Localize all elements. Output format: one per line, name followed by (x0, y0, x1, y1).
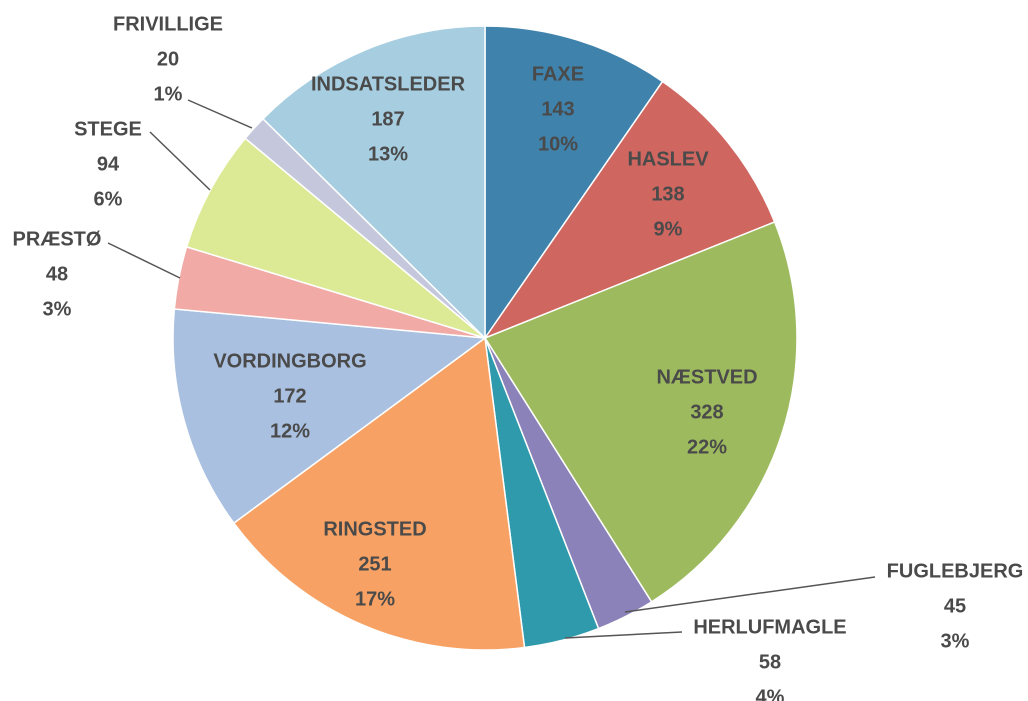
slice-value: 20 (157, 48, 179, 70)
slice-percent: 22% (687, 436, 727, 458)
slice-label: HERLUFMAGLE (693, 616, 846, 638)
slice-label: STEGE (74, 118, 142, 140)
slice-percent: 3% (43, 298, 72, 320)
leader-line (107, 242, 181, 279)
pie-slice (232, 336, 526, 651)
slice-percent: 6% (94, 188, 123, 210)
slice-value: 138 (651, 183, 684, 205)
slice-value: 172 (273, 385, 306, 407)
pie-slice (172, 308, 488, 525)
slice-value: 58 (759, 651, 781, 673)
slice-percent: 1% (154, 83, 183, 105)
slice-percent: 4% (756, 686, 785, 701)
slice-percent: 17% (355, 588, 395, 610)
leader-line (564, 631, 683, 639)
slice-label: HASLEV (627, 148, 709, 170)
slice-value: 143 (541, 98, 574, 120)
leader-line (187, 99, 253, 129)
leader-line (624, 576, 876, 613)
slice-label: FRIVILLIGE (113, 13, 223, 35)
slice-value: 48 (46, 263, 68, 285)
slice-label: RINGSTED (323, 518, 426, 540)
slice-label: VORDINGBORG (213, 350, 366, 372)
pie-slice (482, 80, 776, 340)
slice-value: 251 (358, 553, 391, 575)
leader-line (149, 131, 211, 191)
slice-percent: 10% (538, 133, 578, 155)
slice-percent: 3% (941, 630, 970, 652)
slice-value: 94 (97, 153, 120, 175)
slice-label: FAXE (532, 63, 584, 85)
pie-slice (185, 137, 486, 339)
slice-label: PRÆSTØ (13, 228, 102, 250)
slice-percent: 13% (368, 143, 408, 165)
slice-percent: 12% (270, 420, 310, 442)
slice-label: INDSATSLEDER (311, 73, 466, 95)
slice-label: NÆSTVED (656, 366, 757, 388)
pie-slice (484, 25, 664, 341)
slice-value: 328 (690, 401, 723, 423)
slice-label: FUGLEBJERG (887, 560, 1024, 582)
slice-value: 45 (944, 595, 966, 617)
pie-slice (261, 25, 486, 340)
slice-value: 187 (371, 108, 404, 130)
pie-slice (483, 220, 798, 603)
slice-percent: 9% (654, 218, 683, 240)
